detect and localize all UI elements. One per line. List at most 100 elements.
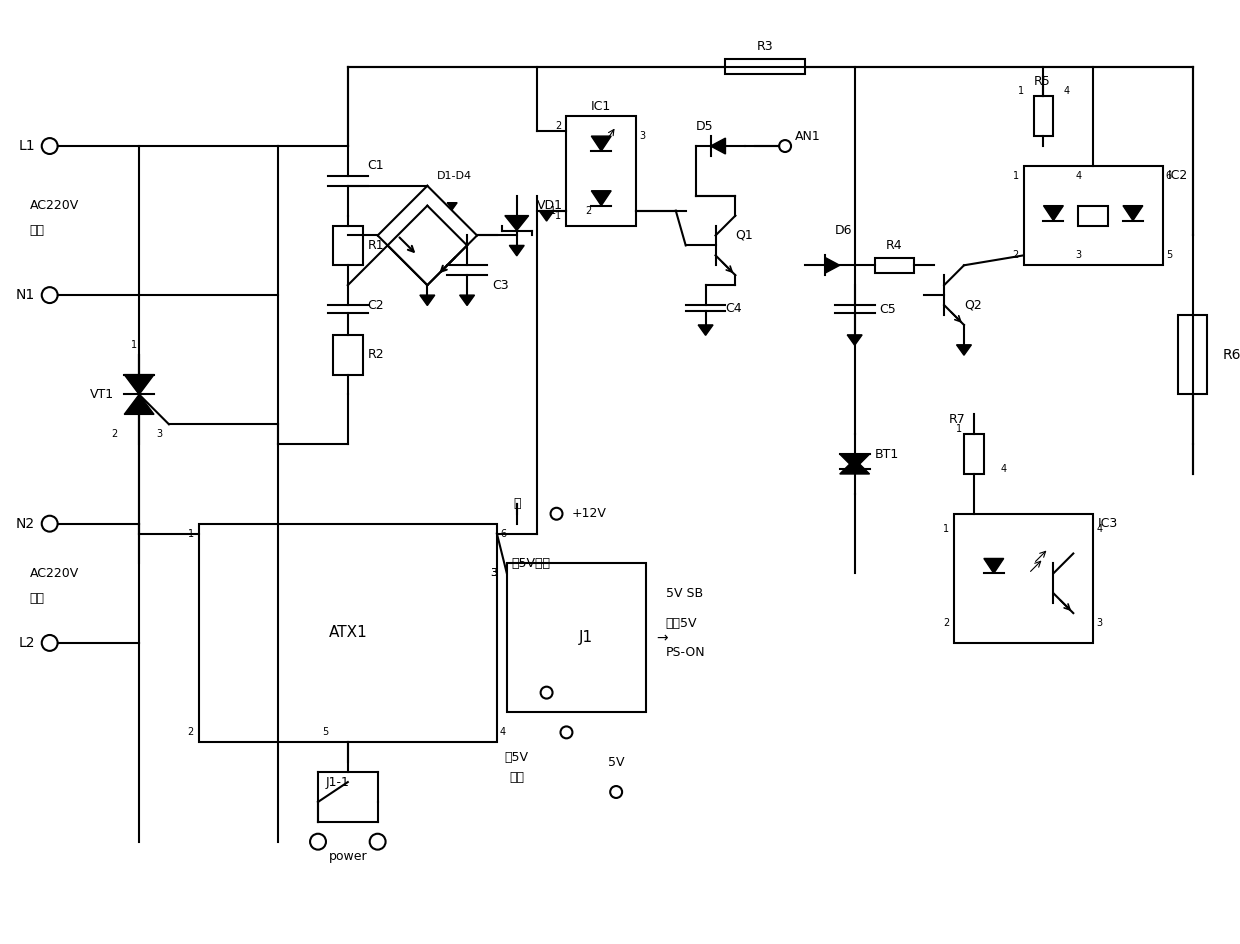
Text: 输出: 输出: [30, 592, 45, 605]
Text: 4: 4: [1001, 464, 1007, 474]
Text: BT1: BT1: [874, 447, 899, 461]
Text: D6: D6: [835, 224, 852, 237]
Text: 6: 6: [500, 529, 506, 539]
Text: 5: 5: [1166, 250, 1172, 261]
Text: ATX1: ATX1: [329, 626, 367, 640]
Polygon shape: [505, 215, 528, 230]
Text: 3: 3: [490, 568, 497, 579]
Text: R4: R4: [887, 239, 903, 252]
Text: 1: 1: [556, 211, 562, 221]
Polygon shape: [1123, 206, 1143, 221]
Text: C4: C4: [725, 301, 742, 314]
Text: N2: N2: [16, 516, 35, 531]
Text: 1: 1: [187, 529, 193, 539]
Polygon shape: [698, 325, 713, 335]
Bar: [507, 564, 646, 713]
Text: 副5V电压: 副5V电压: [512, 557, 551, 570]
Text: 2: 2: [942, 618, 949, 628]
Text: C5: C5: [879, 302, 897, 315]
Text: 1: 1: [1018, 87, 1023, 96]
Bar: [1178, 315, 1208, 395]
Text: 1: 1: [942, 524, 949, 533]
Bar: [198, 524, 497, 742]
Text: 输入: 输入: [30, 224, 45, 237]
Text: 4: 4: [1075, 171, 1081, 181]
Polygon shape: [539, 211, 554, 221]
Text: IC1: IC1: [591, 100, 611, 112]
Text: C1: C1: [368, 160, 384, 173]
Polygon shape: [124, 375, 154, 395]
Text: 1: 1: [956, 424, 962, 434]
Text: 电压: 电压: [510, 770, 525, 784]
Text: 2: 2: [187, 728, 193, 737]
Text: 2: 2: [556, 121, 562, 131]
Bar: [1034, 96, 1054, 136]
Text: N1: N1: [16, 288, 35, 302]
Text: 主5V: 主5V: [505, 750, 528, 764]
Text: D1-D4: D1-D4: [438, 171, 472, 181]
Text: 3: 3: [1096, 618, 1102, 628]
Polygon shape: [460, 295, 475, 306]
Text: R1: R1: [368, 239, 384, 252]
Bar: [963, 434, 983, 474]
Text: 2: 2: [1012, 250, 1018, 261]
Text: AN1: AN1: [795, 129, 821, 143]
Text: AC220V: AC220V: [30, 566, 79, 580]
Polygon shape: [1044, 206, 1064, 221]
Bar: [332, 335, 363, 375]
Text: 6: 6: [1166, 171, 1172, 181]
Text: 1: 1: [1013, 171, 1018, 181]
Text: 1: 1: [131, 340, 138, 350]
Text: 4: 4: [500, 728, 506, 737]
Text: 5V: 5V: [608, 756, 625, 768]
Text: L1: L1: [19, 139, 35, 153]
Text: 4: 4: [1064, 87, 1069, 96]
Text: 4: 4: [1096, 524, 1102, 533]
Text: 5: 5: [321, 728, 327, 737]
Text: 5V SB: 5V SB: [666, 587, 703, 599]
Bar: [725, 59, 805, 74]
Polygon shape: [839, 459, 869, 474]
Polygon shape: [847, 335, 862, 346]
Polygon shape: [839, 454, 869, 469]
Text: 2: 2: [585, 206, 591, 215]
Text: 主: 主: [513, 497, 521, 511]
Text: 2: 2: [112, 430, 118, 439]
Text: +12V: +12V: [572, 507, 606, 520]
Text: Q2: Q2: [963, 298, 982, 312]
Polygon shape: [711, 138, 725, 154]
Text: 1: 1: [551, 206, 557, 215]
Bar: [874, 258, 914, 273]
Polygon shape: [420, 295, 435, 306]
Text: 待机5V: 待机5V: [666, 616, 697, 630]
Polygon shape: [591, 191, 611, 206]
Bar: [1079, 206, 1109, 226]
Text: AC220V: AC220V: [30, 199, 79, 212]
Polygon shape: [124, 395, 154, 414]
Bar: [954, 514, 1094, 643]
Text: VD1: VD1: [537, 199, 563, 212]
Polygon shape: [983, 559, 1003, 573]
Text: 3: 3: [639, 131, 645, 141]
Text: L2: L2: [19, 636, 35, 649]
Text: IC2: IC2: [1168, 169, 1188, 182]
Bar: [567, 116, 636, 226]
Text: C2: C2: [368, 298, 384, 312]
Polygon shape: [956, 345, 971, 355]
Polygon shape: [825, 258, 839, 273]
Bar: [332, 226, 363, 265]
Text: R3: R3: [756, 41, 774, 53]
Text: 3: 3: [156, 430, 162, 439]
Polygon shape: [591, 136, 611, 151]
Text: R7: R7: [949, 413, 966, 426]
Text: VT1: VT1: [89, 388, 114, 401]
Text: →: →: [656, 631, 667, 645]
Text: Q1: Q1: [735, 229, 753, 242]
Text: R5: R5: [1034, 75, 1050, 88]
Text: J1: J1: [579, 631, 594, 646]
Text: 3: 3: [490, 568, 497, 579]
Text: PS-ON: PS-ON: [666, 647, 706, 659]
Text: 3: 3: [1075, 250, 1081, 261]
Bar: [1023, 166, 1163, 265]
Text: power: power: [329, 851, 367, 863]
